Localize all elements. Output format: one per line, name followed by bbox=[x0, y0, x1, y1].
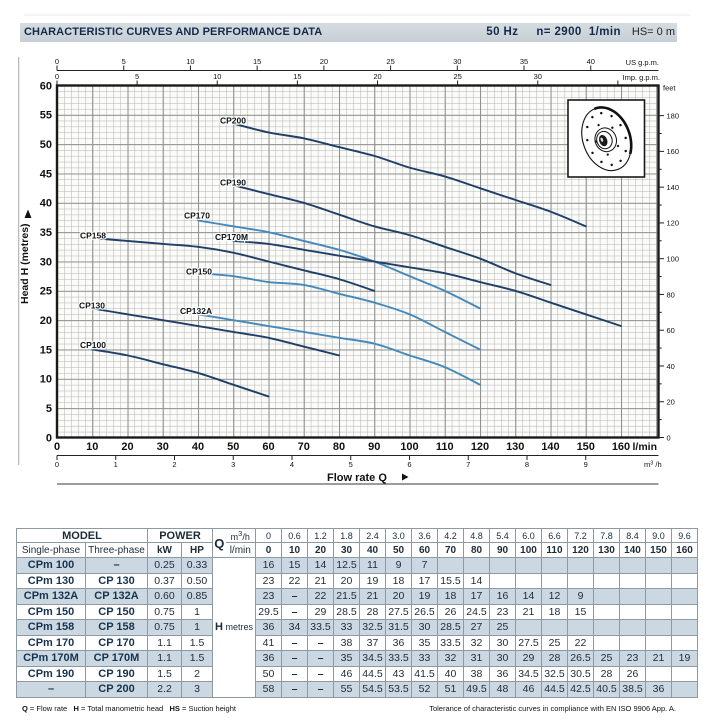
svg-text:160: 160 bbox=[667, 147, 680, 156]
svg-text:Head H (metres): Head H (metres) bbox=[19, 223, 31, 304]
svg-text:100: 100 bbox=[667, 254, 680, 263]
svg-text:5: 5 bbox=[122, 57, 126, 66]
svg-text:140: 140 bbox=[667, 183, 680, 192]
svg-text:feet: feet bbox=[663, 84, 676, 93]
svg-text:0: 0 bbox=[55, 57, 59, 66]
svg-text:Imp. g.p.m.: Imp. g.p.m. bbox=[622, 73, 660, 82]
svg-text:7: 7 bbox=[466, 460, 470, 469]
svg-text:100: 100 bbox=[400, 441, 418, 453]
svg-text:Flow rate Q: Flow rate Q bbox=[327, 472, 387, 484]
svg-text:0: 0 bbox=[667, 433, 671, 442]
svg-text:150: 150 bbox=[577, 441, 595, 453]
svg-text:25: 25 bbox=[453, 72, 461, 81]
svg-text:20: 20 bbox=[40, 315, 52, 327]
svg-text:CP158: CP158 bbox=[80, 231, 106, 241]
svg-text:20: 20 bbox=[373, 72, 381, 81]
svg-text:30: 30 bbox=[453, 57, 461, 66]
svg-text:110: 110 bbox=[436, 441, 454, 453]
svg-text:CP132A: CP132A bbox=[180, 306, 212, 316]
svg-text:8: 8 bbox=[525, 460, 529, 469]
svg-text:10: 10 bbox=[213, 72, 221, 81]
svg-text:9: 9 bbox=[584, 460, 588, 469]
svg-text:30: 30 bbox=[40, 256, 52, 268]
svg-text:140: 140 bbox=[541, 441, 559, 453]
svg-text:60: 60 bbox=[262, 441, 274, 453]
svg-text:120: 120 bbox=[471, 441, 489, 453]
svg-text:50: 50 bbox=[227, 441, 239, 453]
svg-text:10: 10 bbox=[86, 441, 98, 453]
svg-text:10: 10 bbox=[186, 57, 194, 66]
svg-text:CP130: CP130 bbox=[79, 301, 105, 311]
svg-text:4: 4 bbox=[290, 460, 294, 469]
svg-text:60: 60 bbox=[40, 80, 52, 92]
svg-text:CP100: CP100 bbox=[80, 340, 106, 350]
svg-text:90: 90 bbox=[368, 441, 380, 453]
svg-text:45: 45 bbox=[40, 168, 52, 180]
svg-text:10: 10 bbox=[40, 374, 52, 386]
svg-text:5: 5 bbox=[349, 460, 353, 469]
svg-text:CP190: CP190 bbox=[220, 178, 246, 188]
svg-text:35: 35 bbox=[520, 57, 528, 66]
svg-text:2: 2 bbox=[172, 460, 176, 469]
svg-text:55: 55 bbox=[40, 110, 52, 122]
svg-text:15: 15 bbox=[253, 57, 261, 66]
svg-text:160: 160 bbox=[612, 441, 630, 453]
svg-text:70: 70 bbox=[298, 441, 310, 453]
svg-text:40: 40 bbox=[667, 362, 675, 371]
svg-text:15: 15 bbox=[40, 344, 52, 356]
svg-text:80: 80 bbox=[667, 290, 675, 299]
svg-text:25: 25 bbox=[386, 57, 394, 66]
svg-text:20: 20 bbox=[121, 441, 133, 453]
svg-text:25: 25 bbox=[40, 286, 52, 298]
svg-text:0: 0 bbox=[54, 441, 60, 453]
svg-text:CP200: CP200 bbox=[220, 116, 246, 126]
svg-text:20: 20 bbox=[667, 398, 675, 407]
svg-text:0: 0 bbox=[55, 460, 59, 469]
svg-text:40: 40 bbox=[587, 57, 595, 66]
svg-text:15: 15 bbox=[293, 72, 301, 81]
svg-text:180: 180 bbox=[667, 111, 680, 120]
svg-text:30: 30 bbox=[157, 441, 169, 453]
svg-text:40: 40 bbox=[192, 441, 204, 453]
svg-text:30: 30 bbox=[534, 72, 542, 81]
svg-text:50: 50 bbox=[40, 139, 52, 151]
svg-text:120: 120 bbox=[667, 219, 680, 228]
svg-text:CP170M: CP170M bbox=[215, 232, 248, 242]
svg-text:6: 6 bbox=[407, 460, 411, 469]
svg-text:5: 5 bbox=[46, 403, 52, 415]
svg-text:0: 0 bbox=[46, 432, 52, 444]
svg-text:CP150: CP150 bbox=[186, 267, 212, 277]
svg-text:80: 80 bbox=[333, 441, 345, 453]
svg-text:0: 0 bbox=[55, 72, 59, 81]
svg-text:3: 3 bbox=[231, 460, 235, 469]
svg-text:40: 40 bbox=[40, 198, 52, 210]
svg-text:60: 60 bbox=[667, 326, 675, 335]
svg-text:m3 /h: m3 /h bbox=[644, 460, 662, 469]
svg-text:l/min: l/min bbox=[632, 441, 657, 453]
svg-text:5: 5 bbox=[135, 72, 139, 81]
svg-text:130: 130 bbox=[506, 441, 524, 453]
svg-text:CP170: CP170 bbox=[184, 211, 210, 221]
svg-text:35: 35 bbox=[40, 227, 52, 239]
svg-text:US g.p.m.: US g.p.m. bbox=[626, 58, 659, 67]
svg-text:20: 20 bbox=[320, 57, 328, 66]
svg-text:1: 1 bbox=[114, 460, 118, 469]
